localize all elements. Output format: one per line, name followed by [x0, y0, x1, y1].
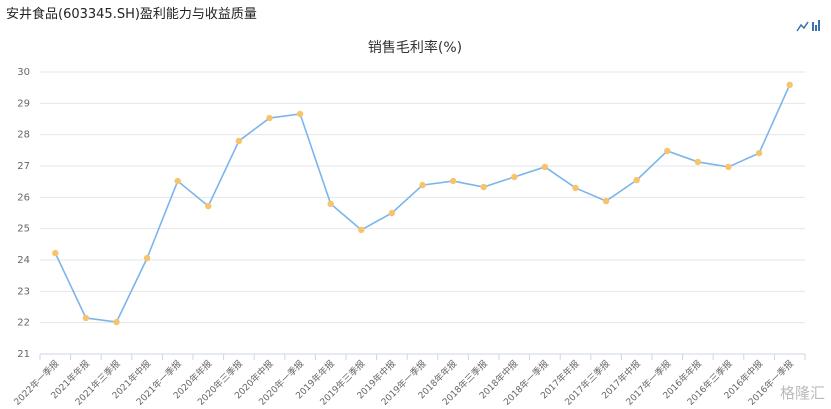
point	[388, 209, 396, 217]
point	[358, 226, 365, 234]
chart-icons[interactable]	[796, 20, 820, 32]
point	[205, 202, 212, 210]
bar-icon[interactable]	[812, 22, 814, 31]
point	[266, 114, 273, 122]
point	[511, 173, 518, 181]
y-tick-label: 29	[17, 98, 30, 109]
point	[52, 249, 59, 257]
y-tick-label: 23	[17, 286, 30, 297]
point	[602, 197, 610, 205]
point	[296, 110, 304, 118]
bar-icon	[815, 25, 817, 31]
point	[786, 81, 793, 89]
point	[755, 149, 763, 157]
point	[694, 158, 702, 166]
point	[113, 318, 120, 326]
line-icon[interactable]	[796, 21, 809, 32]
y-tick-label: 21	[17, 349, 30, 360]
point	[572, 184, 579, 192]
point	[541, 163, 549, 171]
point	[664, 147, 671, 155]
chart-title: 销售毛利率(%)	[368, 39, 462, 56]
point	[82, 314, 90, 322]
y-tick-label: 25	[17, 224, 30, 235]
bar-icon	[818, 20, 820, 31]
point	[174, 177, 181, 185]
point	[633, 176, 640, 184]
line	[54, 84, 791, 323]
point	[143, 254, 151, 262]
point	[480, 183, 487, 191]
point	[419, 181, 426, 189]
point	[725, 163, 732, 171]
point	[449, 177, 457, 185]
y-tick-label: 26	[17, 192, 30, 203]
point	[235, 137, 243, 145]
x-tick-label: 2022年一季报	[11, 358, 61, 408]
watermark: 格隆汇	[780, 384, 825, 402]
y-tick-label: 28	[17, 130, 30, 141]
y-tick-label: 24	[17, 255, 30, 266]
point	[327, 200, 334, 208]
y-tick-label: 27	[17, 161, 30, 172]
y-tick-label: 30	[17, 67, 30, 78]
y-tick-label: 22	[17, 318, 30, 329]
page-title: 安井食品(603345.SH)盈利能力与收益质量	[6, 6, 257, 22]
